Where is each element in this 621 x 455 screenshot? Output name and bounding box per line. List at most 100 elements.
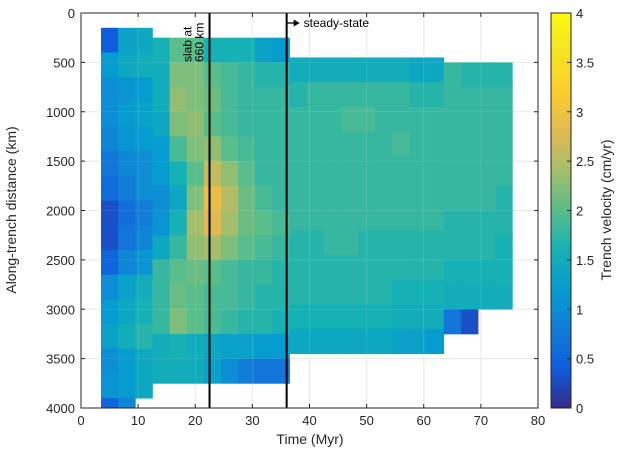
heatmap-cell (478, 136, 496, 162)
heatmap-cell (426, 205, 445, 231)
heatmap-cell (220, 62, 239, 88)
heatmap-cell (238, 62, 256, 88)
heatmap-cell (169, 235, 188, 261)
heatmap-cell (100, 250, 119, 276)
heatmap-cell (203, 309, 222, 335)
heatmap-cell (186, 136, 205, 162)
heatmap-cell (238, 185, 256, 211)
heatmap-cell (203, 185, 222, 211)
heatmap-cell (306, 57, 325, 83)
heatmap-cell (272, 136, 290, 162)
x-tick-label: 20 (188, 413, 202, 428)
heatmap-cell (220, 235, 239, 261)
heatmap-cell (495, 136, 513, 162)
heatmap-cell (135, 151, 153, 177)
heatmap-cell (220, 37, 239, 63)
heatmap-cell (186, 235, 205, 261)
heatmap-cell (375, 106, 393, 132)
heatmap-cell (460, 62, 479, 88)
heatmap-cell (118, 151, 136, 177)
heatmap-cell (478, 161, 496, 187)
heatmap-cell (100, 398, 119, 408)
heatmap-cell (340, 329, 359, 355)
heatmap-cell (323, 131, 342, 157)
heatmap-cell (340, 106, 359, 132)
heatmap-cell (340, 82, 359, 108)
heatmap-cell (478, 87, 496, 113)
x-tick-label: 70 (474, 413, 488, 428)
heatmap-cell (135, 274, 153, 300)
heatmap-cell (306, 106, 325, 132)
heatmap-cell (186, 358, 205, 384)
heatmap-cell (135, 200, 153, 226)
heatmap-cell (323, 230, 342, 256)
heatmap-cell (152, 161, 170, 187)
heatmap-cell (289, 82, 308, 108)
slab-660-label-line-1: slab at (181, 26, 195, 62)
y-axis-ticks: 0 500 1000 1500 2000 2500 3000 3500 4000 (46, 6, 538, 416)
heatmap-cell (169, 309, 188, 335)
heatmap-cell (289, 254, 308, 281)
heatmap-cell (443, 136, 462, 162)
heatmap-cell (392, 329, 410, 355)
heatmap-cell (100, 373, 119, 399)
heatmap-cell (169, 161, 188, 187)
heatmap-cell (118, 274, 136, 300)
heatmap-cell (152, 37, 170, 63)
heatmap-cell (358, 230, 376, 256)
heatmap-cell (152, 259, 170, 285)
heatmap-cell (203, 87, 222, 113)
heatmap-cell (272, 62, 290, 88)
heatmap-cell (203, 136, 222, 162)
heatmap-cell (100, 299, 119, 325)
heatmap-cell (495, 210, 513, 236)
colorbar-tick-label: 0 (576, 401, 583, 416)
colorbar-tick-label: 1 (576, 302, 583, 317)
heatmap-cell (135, 101, 153, 127)
heatmap-cell (272, 309, 290, 335)
heatmap-cell (203, 62, 222, 88)
heatmap-cell (478, 62, 496, 88)
heatmap-cell (358, 254, 376, 281)
heatmap-cell (323, 106, 342, 132)
steady-state-label: steady-state (304, 16, 370, 30)
heatmap-cell (186, 309, 205, 335)
y-tick-label: 1000 (46, 105, 75, 120)
heatmap-cell (169, 259, 188, 285)
heatmap-cell (306, 329, 325, 355)
heatmap-cell (186, 111, 205, 137)
heatmap-cell (460, 136, 479, 162)
heatmap-cell (323, 254, 342, 281)
heatmap-cell (306, 205, 325, 231)
x-tick-label: 40 (302, 413, 316, 428)
colorbar-tick-label: 0.5 (576, 352, 594, 367)
colorbar-tick-label: 2 (576, 204, 583, 219)
heatmap-cell (220, 136, 239, 162)
heatmap-cell (323, 205, 342, 231)
heatmap-cell (169, 62, 188, 88)
heatmap-cell (100, 324, 119, 350)
colorbar-tick-label: 1.5 (576, 253, 594, 268)
heatmap-cell (426, 57, 445, 83)
heatmap-cell (135, 373, 153, 399)
heatmap-cell (238, 333, 256, 360)
heatmap-cell (100, 274, 119, 300)
heatmap-cell (272, 210, 290, 236)
heatmap-cell (169, 210, 188, 236)
heatmap-cell (426, 304, 445, 330)
heatmap-cell (118, 398, 136, 408)
heatmap-cell (100, 151, 119, 177)
heatmap-cell (118, 324, 136, 350)
heatmap-cell (340, 57, 359, 83)
heatmap-cell (409, 304, 428, 330)
heatmap-cell (220, 87, 239, 113)
y-tick-label: 4000 (46, 401, 75, 416)
heatmap-cell (340, 279, 359, 305)
heatmap-cell (323, 279, 342, 305)
heatmap-cell (426, 131, 445, 157)
heatmap-cell (460, 235, 479, 261)
heatmap-cell (426, 329, 445, 355)
heatmap-cell (358, 180, 376, 206)
heatmap-cell (203, 358, 222, 384)
